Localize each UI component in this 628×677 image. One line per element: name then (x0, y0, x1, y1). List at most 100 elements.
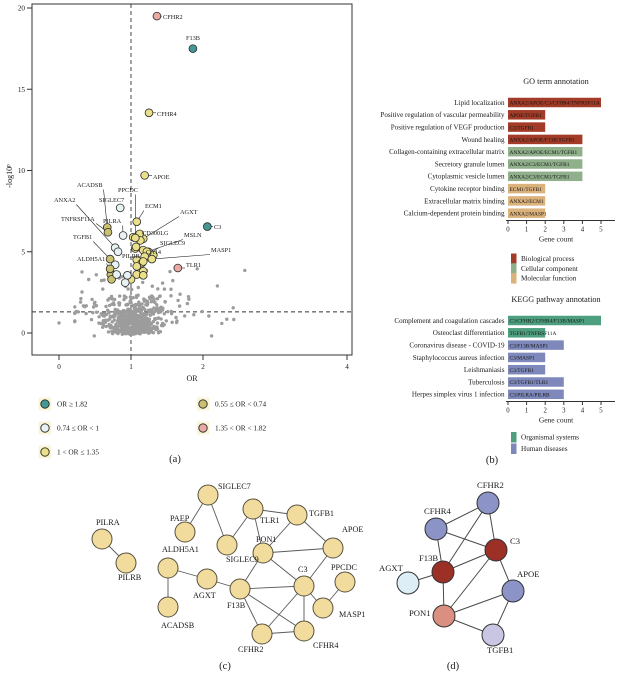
gray-point (171, 278, 175, 283)
node-label-SIGLEC9: SIGLEC9 (226, 555, 259, 564)
legend-label: 1 < OR ≤ 1.35 (57, 448, 99, 457)
gene-label-CA14: CA14 (146, 249, 162, 256)
gene-point (138, 271, 148, 280)
node-label-APOE: APOE (342, 525, 363, 534)
go-legend-swatch (511, 263, 517, 274)
gene-point-CFHR4 (144, 108, 154, 118)
gray-point (164, 319, 168, 323)
legend-label: OR ≥ 1.82 (57, 400, 88, 409)
gray-point (126, 287, 130, 291)
go-bar-genes: C3/TGFB1 (510, 125, 535, 131)
node-label-CFHR2: CFHR2 (477, 480, 504, 490)
gray-point (140, 325, 145, 329)
kegg-legend-swatch (511, 432, 517, 443)
node-TGFB1 (286, 504, 308, 526)
panel-label-a: (a) (169, 454, 181, 465)
x-tick-label: 0 (57, 363, 61, 371)
node-CFHR2 (251, 623, 273, 645)
gray-point (158, 294, 162, 298)
kegg-x-tick-label: 4 (581, 408, 585, 415)
gray-point (160, 281, 165, 285)
gray-point (132, 331, 136, 335)
go-bar (508, 208, 546, 218)
gray-point (101, 312, 105, 317)
gray-point (137, 300, 141, 304)
kegg-x-tick-label: 0 (506, 408, 510, 415)
go-bar-genes: ANXA2/APOE/C3/CFHR4/TNFRSF11A (510, 101, 600, 107)
annotation-barcharts-panel: GO term annotation Lipid localization ANXA… (380, 77, 615, 454)
kegg-bar (508, 315, 601, 326)
gray-point (128, 295, 133, 299)
node-label-AGXT: AGXT (193, 591, 216, 600)
gray-point (149, 322, 154, 326)
node-label-TGFB1: TGFB1 (309, 509, 334, 518)
node-label-PON1: PON1 (409, 608, 431, 618)
node-C3 (484, 538, 508, 562)
gray-point (124, 313, 128, 318)
node-SIGLEC9 (216, 534, 238, 556)
kegg-bar-genes: C3/PILRA/PILRB (510, 393, 551, 399)
go-bar (508, 97, 601, 108)
node-CFHR2 (476, 491, 500, 515)
gray-point (84, 311, 88, 316)
gray-point (209, 334, 214, 338)
gene-point-F13B (188, 44, 198, 53)
node-AGXT (196, 568, 218, 590)
panel-label-b: (b) (485, 455, 499, 466)
go-title: GO term annotation (523, 77, 588, 86)
gray-point (106, 318, 110, 322)
node-label-CFHR2: CFHR2 (238, 645, 263, 654)
gray-point (112, 313, 116, 318)
gene-point-APOE (140, 171, 149, 180)
node-label-ALDH5A1: ALDH5A1 (162, 545, 199, 554)
gene-label-PILRA: PILRA (103, 218, 122, 225)
gray-point (141, 280, 145, 285)
kegg-category-label: Coronavirus disease - COVID-19 (409, 342, 505, 350)
gray-point (110, 297, 115, 301)
node-label-ACADSB: ACADSB (161, 621, 195, 630)
panel-d-nodes (396, 491, 525, 647)
network-c-panel: SIGLEC7 PAEP TLR1 TGFB1 APOE PON1 SIGLEC9 PILRA… (91, 482, 365, 654)
go-bar (508, 159, 583, 169)
node-label-PON1: PON1 (256, 535, 276, 544)
gray-point (91, 311, 95, 315)
gene-point-PPCDC (131, 233, 140, 243)
x-tick-label: 1 (129, 363, 133, 371)
gene-label-MSLN: MSLN (184, 232, 202, 239)
gray-point (220, 321, 224, 326)
go-legend-label: Cellular component (521, 265, 578, 273)
volcano-legend: OR ≥ 1.82 0.74 ≤ OR < 1 1 < OR ≤ 1.35 0.55 … (38, 397, 267, 459)
go-x-axis-label: Gene count (539, 234, 574, 243)
gray-point (168, 269, 172, 274)
gene-point-TNFRSF11A (103, 227, 113, 237)
panel-label-d: (d) (446, 661, 460, 672)
kegg-bar (508, 340, 564, 350)
kegg-x-tick-label: 3 (562, 408, 566, 415)
legend-dot-olive (198, 399, 208, 409)
gray-point (122, 297, 126, 302)
edge-CFHR2-F13B (442, 502, 489, 573)
kegg-x-tick-label: 5 (599, 408, 603, 415)
node-PAEP (174, 521, 196, 543)
gray-point (107, 311, 111, 315)
panel-label-c: (c) (219, 661, 231, 672)
volcano-plot-border (31, 3, 353, 356)
go-bar-genes: ECM1/TGFB1 (510, 187, 543, 193)
go-chart: GO term annotation Lipid localization ANXA… (380, 77, 615, 284)
edge-PON1-APOE (443, 590, 514, 617)
gray-point (148, 308, 152, 312)
gray-point (92, 334, 97, 338)
gray-point (162, 312, 166, 316)
gray-point (215, 284, 220, 288)
gene-point (132, 262, 142, 271)
legend-dot-white (40, 423, 50, 433)
gray-point (80, 290, 84, 294)
x-tick-label: 4 (345, 363, 349, 371)
gray-point (174, 320, 179, 325)
gene-point-C3 (203, 222, 212, 231)
edge-C3-CFHR2 (261, 585, 305, 635)
gray-point (152, 297, 156, 301)
gene-label-PPCDC: PPCDC (118, 187, 138, 194)
gray-point (169, 287, 173, 291)
